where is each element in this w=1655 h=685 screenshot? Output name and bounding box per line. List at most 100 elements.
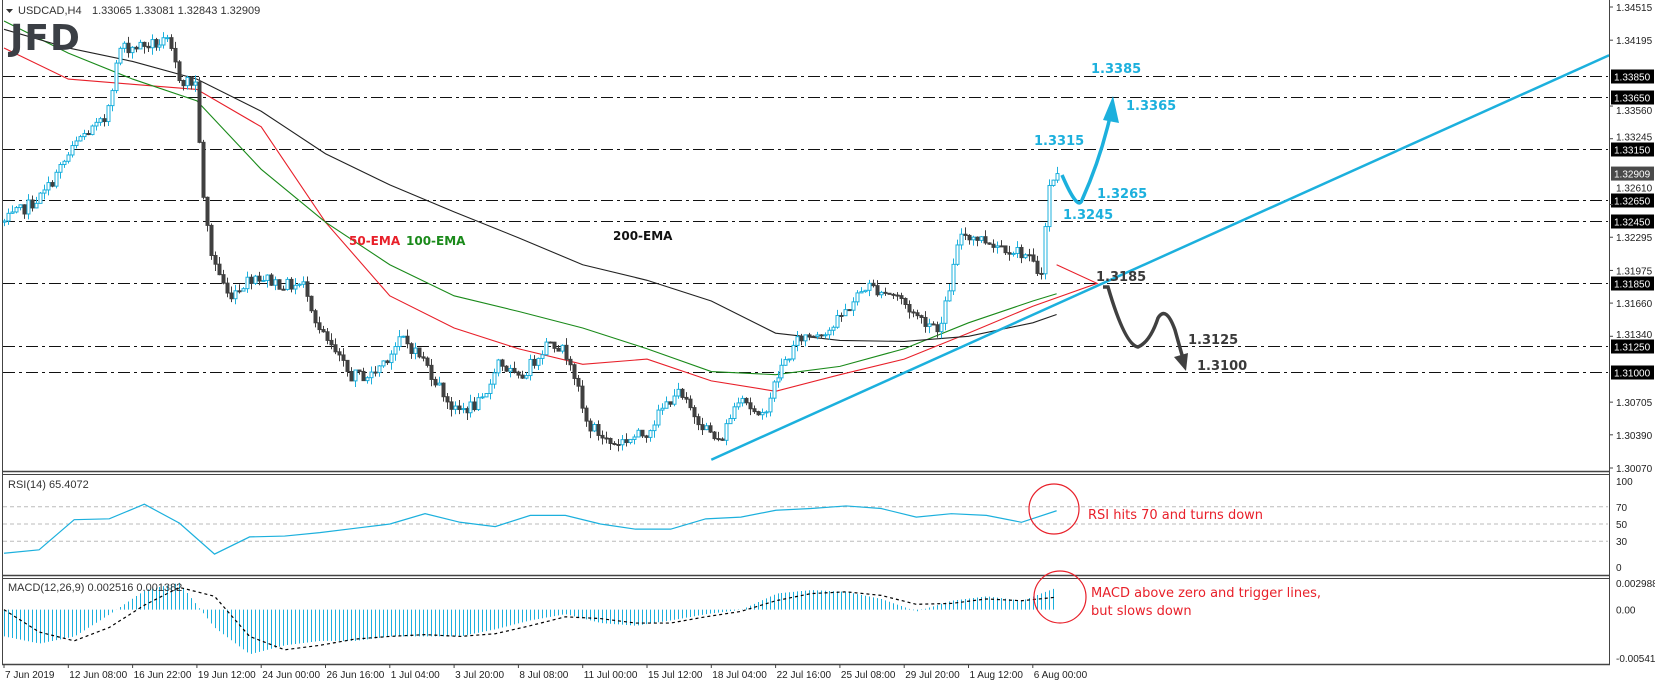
level-price-label: 1.31250 (1614, 343, 1651, 354)
price-tick-label: 1.31340 (1616, 330, 1653, 341)
bullish-candle (783, 359, 788, 366)
bullish-candle (955, 244, 960, 265)
bearish-candle (612, 442, 617, 446)
dropdown-triangle-icon[interactable] (6, 9, 13, 13)
bullish-candle (540, 354, 545, 359)
bearish-candle (221, 274, 226, 284)
ema200-label: 200-EMA (613, 229, 673, 243)
bullish-candle (524, 375, 529, 379)
bearish-candle (931, 323, 936, 326)
bearish-candle (556, 347, 561, 352)
price-tick-label: 1.32610 (1616, 184, 1653, 195)
level-label-1-3125: 1.3125 (1188, 333, 1238, 348)
bullish-candle (995, 245, 1000, 248)
bearish-candle (875, 285, 880, 296)
bullish-candle (90, 125, 95, 136)
bearish-candle (1035, 260, 1040, 274)
bullish-candle (245, 276, 250, 290)
bearish-candle (712, 431, 717, 440)
bearish-candle (309, 295, 314, 312)
bullish-candle (480, 396, 485, 399)
bearish-candle (999, 245, 1004, 248)
ema50-label: 50-EMA (349, 234, 401, 248)
bearish-candle (716, 438, 721, 441)
current-price-box (1611, 166, 1654, 181)
macd-signal-line (3, 586, 1057, 651)
bullish-candle (393, 346, 398, 355)
bullish-candle (297, 283, 302, 286)
bearish-candle (640, 429, 645, 437)
rsi-tick-label: 50 (1616, 520, 1628, 531)
bullish-candle (508, 367, 513, 372)
price-axis[interactable]: 1.33850 1.33650 1.33150 1.32650 1.32450 1.318… (1609, 3, 1655, 665)
level-price-box (1611, 193, 1654, 208)
support-trendline[interactable] (710, 54, 1610, 461)
bearish-candle (317, 322, 322, 331)
time-axis[interactable]: 7 Jun 2019 12 Jun 08:00 16 Jun 22:00 19 Jun… (3, 664, 1088, 681)
bullish-candle (772, 381, 777, 399)
bearish-candle (576, 377, 581, 387)
bullish-candle (859, 291, 864, 294)
time-tick-label: 24 Jun 00:00 (262, 670, 320, 681)
macd-label: MACD(12,26,9) 0.002516 0.001382 (8, 582, 182, 594)
bullish-candle (98, 118, 103, 123)
panel-frames (2, 0, 1610, 666)
bearish-candle (154, 39, 159, 48)
bearish-candle (688, 398, 693, 409)
bullish-candle (823, 334, 828, 337)
arrow-up-icon (1103, 96, 1119, 123)
bearish-candle (588, 420, 593, 432)
time-tick-label: 8 Jul 08:00 (519, 670, 568, 681)
bullish-candle (70, 145, 75, 156)
bearish-candle (126, 42, 131, 54)
bearish-candle (213, 254, 218, 265)
bearish-candle (512, 367, 517, 373)
bearish-candle (313, 310, 318, 324)
bullish-candle (795, 336, 800, 346)
rsi-tick-label: 100 (1616, 477, 1633, 488)
bearish-candle (277, 279, 282, 290)
bullish-candle (979, 236, 984, 241)
support-label-1-3245: 1.3245 (1063, 208, 1113, 223)
bearish-candle (329, 339, 334, 346)
bullish-candle (369, 371, 374, 379)
bullish-candle (939, 322, 944, 333)
bullish-candle (74, 140, 79, 147)
bearish-candle (373, 371, 378, 374)
bullish-candle (461, 408, 466, 411)
bullish-candle (1015, 247, 1020, 254)
bullish-candle (401, 335, 406, 338)
bullish-candle (437, 382, 442, 386)
bearish-candle (142, 41, 147, 47)
bearish-candle (209, 224, 214, 256)
bullish-candle (628, 438, 633, 444)
bearish-candle (249, 276, 254, 284)
time-tick-label: 11 Jul 00:00 (584, 670, 638, 681)
bullish-candle (851, 301, 856, 311)
bearish-candle (608, 437, 613, 444)
bullish-candle (664, 401, 669, 409)
bullish-candle (728, 418, 733, 425)
bearish-candle (963, 233, 968, 236)
trendline[interactable] (710, 54, 1610, 461)
bullish-candle (676, 388, 681, 397)
bearish-candle (86, 133, 91, 136)
bullish-candle (94, 121, 99, 127)
bullish-candle (273, 279, 278, 286)
macd-tick-label: -0.005419 (1616, 654, 1655, 665)
bullish-candle (740, 397, 745, 404)
time-tick-label: 16 Jun 22:00 (134, 670, 192, 681)
bullish-candle (476, 397, 481, 411)
level-price-label: 1.33650 (1614, 94, 1651, 105)
bearish-candle (189, 76, 194, 86)
high-label-1-3315: 1.3315 (1034, 134, 1084, 149)
price-tick-label: 1.31975 (1616, 266, 1653, 277)
price-tick-label: 1.33245 (1616, 133, 1653, 144)
price-tick-label: 1.34195 (1616, 36, 1653, 47)
bearish-candle (321, 329, 326, 333)
bearish-candle (429, 364, 434, 380)
bullish-candle (815, 334, 820, 337)
bearish-candle (915, 312, 920, 317)
bearish-candle (520, 374, 525, 379)
